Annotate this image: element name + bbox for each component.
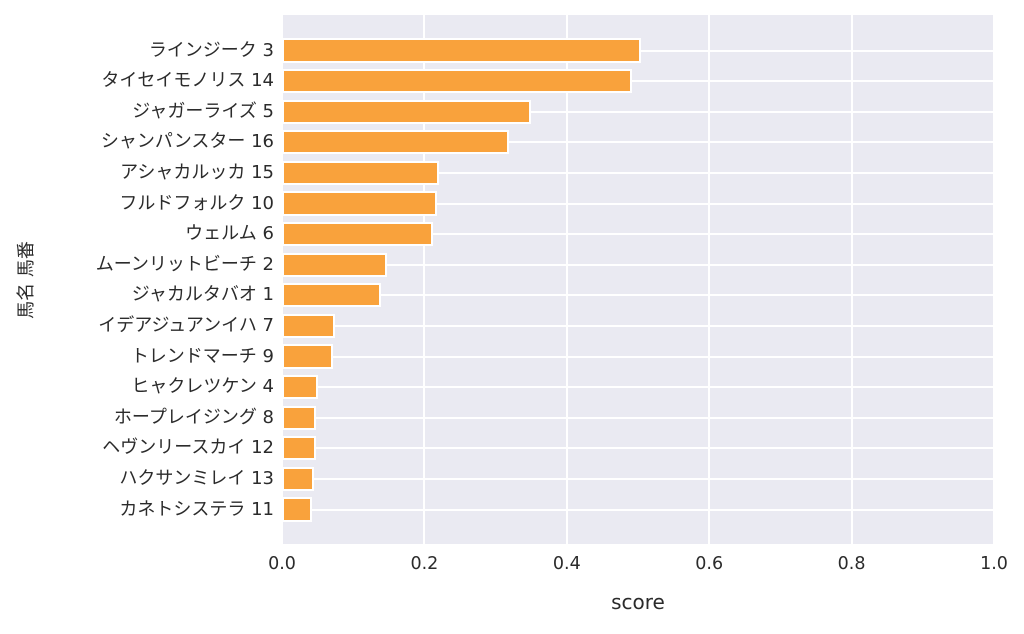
vertical-gridline xyxy=(850,15,853,544)
y-tick-label: ジャガーライズ 5 xyxy=(132,100,274,122)
horizontal-gridline xyxy=(282,416,994,419)
y-axis-tick-labels: ラインジーク 3 タイセイモノリス 14 ジャガーライズ 5 シャンパンスター 16 ア… xyxy=(0,15,274,544)
vertical-gridline xyxy=(565,15,568,544)
y-tick-label: イデアジュアンイハ 7 xyxy=(98,314,274,336)
bar xyxy=(282,344,334,369)
horizontal-gridline xyxy=(282,477,994,480)
vertical-gridline xyxy=(281,15,283,544)
bar xyxy=(282,252,388,277)
x-tick-label: 0.8 xyxy=(837,554,866,574)
y-tick-label: ムーンリットビーチ 2 xyxy=(95,253,274,275)
horizontal-gridline xyxy=(282,386,994,389)
bar xyxy=(282,130,510,155)
bar xyxy=(282,436,317,461)
horizontal-gridline xyxy=(282,355,994,358)
bar xyxy=(282,313,336,339)
x-tick-label: 0.0 xyxy=(268,554,296,574)
y-tick-label: フルドフォルク 10 xyxy=(119,192,274,214)
y-tick-label: トレンドマーチ 9 xyxy=(130,345,274,367)
y-tick-label: タイセイモノリス 14 xyxy=(101,70,274,92)
x-tick-label: 0.2 xyxy=(410,554,439,574)
plot-area xyxy=(281,15,995,544)
x-tick-label: 0.4 xyxy=(552,554,581,574)
bar xyxy=(282,191,438,216)
vertical-gridline xyxy=(423,15,426,544)
bar xyxy=(282,283,381,308)
bar xyxy=(282,497,312,522)
vertical-gridline xyxy=(708,15,711,544)
y-tick-label: シャンパンスター 16 xyxy=(100,131,274,153)
bar xyxy=(282,160,440,186)
horizontal-gridline xyxy=(282,141,994,144)
y-tick-label: ヘヴンリースカイ 12 xyxy=(102,437,274,459)
bar xyxy=(282,221,433,247)
y-tick-label: ヒャクレツケン 4 xyxy=(131,376,274,398)
y-tick-label: ジャカルタバオ 1 xyxy=(131,284,274,306)
horizontal-gridline xyxy=(282,110,994,113)
x-axis-title: score xyxy=(611,590,665,614)
bar xyxy=(282,99,532,124)
horizontal-gridline xyxy=(282,447,994,450)
bar xyxy=(282,466,315,492)
bar xyxy=(282,405,317,430)
horizontal-gridline xyxy=(282,508,994,511)
horizontal-gridline xyxy=(282,80,994,83)
x-tick-label: 0.6 xyxy=(695,554,724,574)
x-tick-label: 1.0 xyxy=(980,554,1008,574)
bar xyxy=(282,38,641,63)
horizontal-gridline xyxy=(282,263,994,266)
horizontal-gridline xyxy=(282,294,994,297)
horizontal-gridline xyxy=(282,202,994,205)
y-tick-label: ホープレイジング 8 xyxy=(113,406,274,428)
horizontal-gridline xyxy=(282,171,994,174)
y-tick-label: アシャカルッカ 15 xyxy=(120,161,274,183)
vertical-gridline xyxy=(993,15,995,544)
horizontal-gridline xyxy=(282,324,994,327)
bar xyxy=(282,374,318,400)
y-tick-label: ハクサンミレイ 13 xyxy=(119,467,274,489)
horizontal-gridline xyxy=(282,233,994,236)
y-tick-label: ラインジーク 3 xyxy=(148,39,274,61)
y-tick-label: ウェルム 6 xyxy=(185,223,274,245)
bar xyxy=(282,68,633,94)
y-tick-label: カネトシステラ 11 xyxy=(119,498,274,520)
